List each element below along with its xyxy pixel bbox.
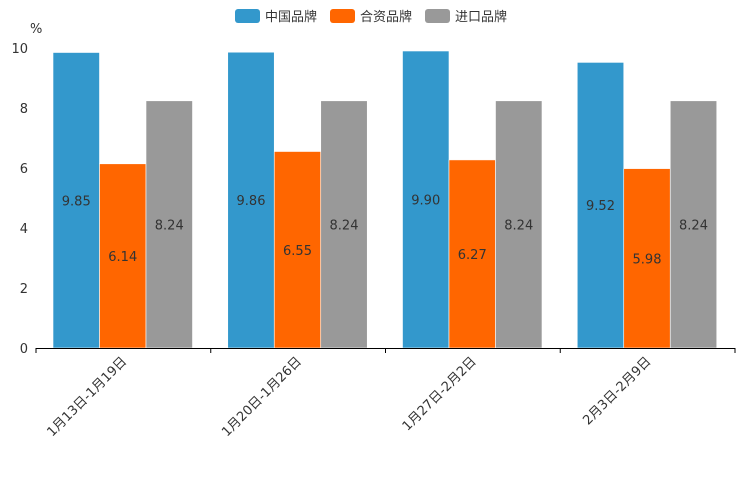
data-label: 6.27	[458, 248, 487, 263]
legend-swatch	[330, 9, 355, 23]
data-label: 8.24	[504, 218, 533, 233]
x-tick-label: 1月27日-2月2日	[400, 354, 480, 434]
y-tick-label: 2	[20, 282, 28, 297]
data-label: 9.52	[586, 199, 615, 214]
legend-item[interactable]: 中国品牌	[235, 9, 317, 25]
x-tick-label: 2月3日-2月9日	[580, 354, 654, 428]
x-tick-label: 1月13日-1月19日	[44, 354, 130, 440]
x-tick-label: 1月20日-1月26日	[219, 354, 305, 440]
y-axis: 0 2 4 6 8 10	[11, 42, 28, 357]
data-label: 6.55	[283, 244, 312, 259]
y-tick-label: 10	[11, 42, 28, 57]
x-axis: 1月13日-1月19日 1月20日-1月26日 1月27日-2月2日 2月3日-2月9…	[35, 348, 736, 440]
bars	[52, 50, 718, 349]
data-label: 9.86	[237, 194, 266, 209]
data-label: 8.24	[155, 218, 184, 233]
bar[interactable]	[448, 159, 496, 349]
data-label: 9.90	[411, 194, 440, 209]
data-labels: 9.85 6.14 8.24 9.86 6.55 8.24 9.90 6.27 8.24 9.52…	[62, 194, 708, 268]
bar[interactable]	[320, 100, 368, 349]
y-tick-label: 0	[20, 342, 28, 357]
bar[interactable]	[669, 100, 718, 349]
legend-item[interactable]: 合资品牌	[330, 9, 412, 25]
y-tick-label: 4	[20, 222, 28, 237]
legend-label: 中国品牌	[265, 9, 317, 25]
data-label: 8.24	[330, 218, 359, 233]
legend-label: 合资品牌	[360, 9, 412, 25]
bar[interactable]	[99, 163, 147, 349]
bar[interactable]	[227, 51, 275, 349]
y-tick-label: 8	[20, 102, 28, 117]
legend-swatch	[235, 9, 260, 23]
data-label: 8.24	[679, 218, 708, 233]
bar[interactable]	[145, 100, 193, 349]
data-label: 6.14	[108, 250, 137, 265]
bar[interactable]	[273, 151, 322, 349]
y-axis-unit-label: %	[30, 22, 42, 37]
bar[interactable]	[576, 62, 625, 349]
legend: 中国品牌 合资品牌 进口品牌	[235, 9, 507, 25]
legend-label: 进口品牌	[455, 9, 507, 25]
data-label: 9.85	[62, 194, 91, 209]
data-label: 5.98	[633, 252, 662, 267]
y-tick-label: 6	[20, 162, 28, 177]
legend-item[interactable]: 进口品牌	[425, 9, 507, 25]
bar[interactable]	[52, 52, 100, 349]
legend-swatch	[425, 9, 450, 23]
